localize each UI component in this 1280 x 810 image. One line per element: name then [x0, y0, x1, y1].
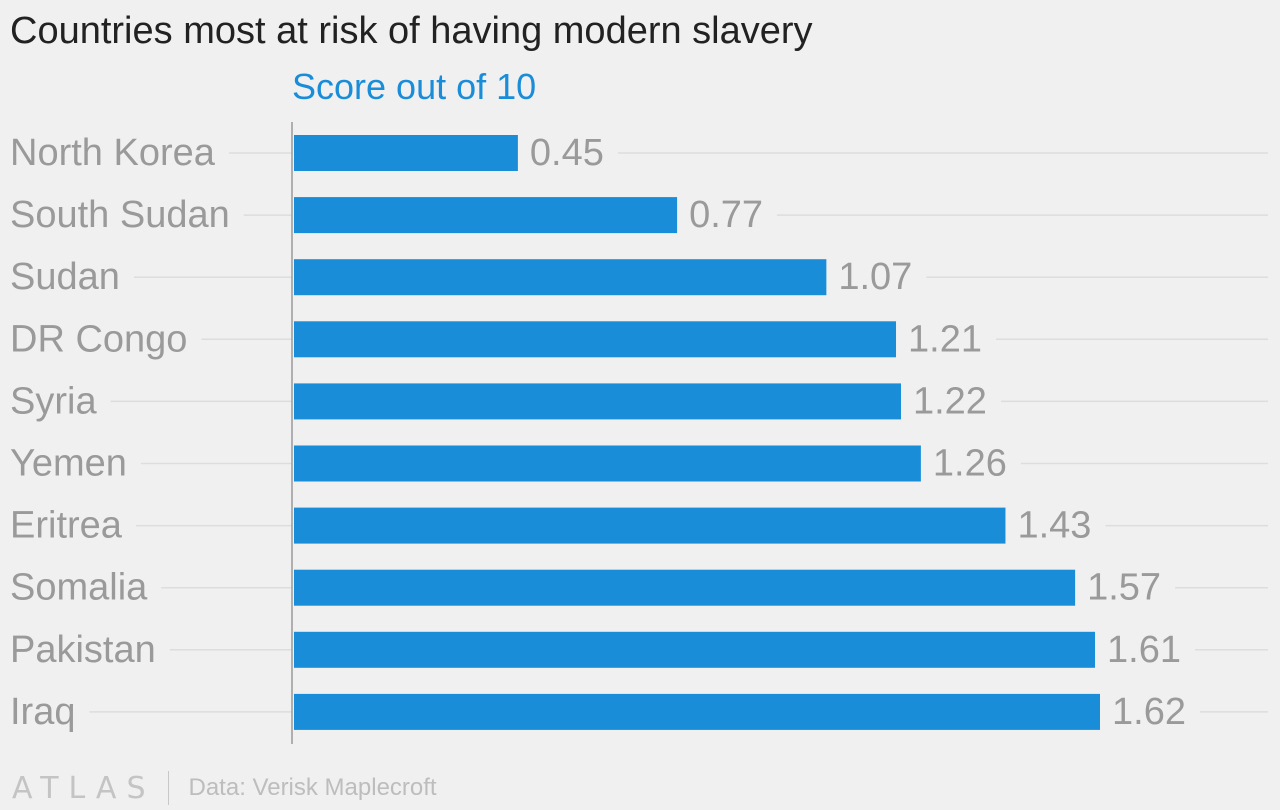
value-label: 0.77 — [689, 194, 763, 236]
bar — [294, 321, 897, 358]
value-label: 0.45 — [530, 132, 604, 174]
bar — [294, 445, 921, 482]
category-label: Sudan — [10, 256, 120, 298]
category-label: Syria — [10, 380, 97, 422]
bar — [294, 383, 901, 420]
category-label: Iraq — [10, 691, 75, 733]
atlas-logo: ATLAS — [12, 770, 156, 806]
category-labels: North Korea South Sudan Sudan DR Congo Syria… — [10, 132, 230, 733]
value-label: 1.07 — [838, 256, 912, 298]
gridlines — [89, 152, 1268, 713]
bar — [294, 693, 1100, 730]
category-label: South Sudan — [10, 194, 230, 236]
category-label: Eritrea — [10, 505, 123, 547]
value-labels: 0.45 0.77 1.07 1.21 1.22 1.261.43 1.57 1.61 1.62 — [530, 132, 1186, 733]
category-label: Somalia — [10, 567, 148, 609]
bars — [294, 135, 1100, 730]
axis-subtitle: Score out of 10 — [292, 66, 537, 107]
value-label: 1.26 — [933, 443, 1007, 485]
bar-chart: North Korea South Sudan Sudan DR Congo Syria… — [10, 122, 1268, 744]
value-label: 1.43 — [1017, 505, 1091, 547]
category-label: Pakistan — [10, 629, 156, 671]
value-label: 1.22 — [913, 380, 987, 422]
bar — [294, 569, 1076, 606]
chart-title: Countries most at risk of having modern … — [10, 10, 813, 52]
category-label: DR Congo — [10, 318, 187, 360]
value-label: 1.61 — [1107, 629, 1181, 671]
value-label: 1.57 — [1087, 567, 1161, 609]
bar — [294, 259, 827, 296]
footer: ATLAS Data: Verisk Maplecroft — [12, 770, 437, 806]
bar — [294, 631, 1096, 668]
value-label: 1.21 — [908, 318, 982, 360]
bar — [294, 135, 518, 171]
category-label: North Korea — [10, 132, 216, 174]
category-label: Yemen — [10, 443, 127, 485]
footer-divider — [167, 771, 169, 805]
bar — [294, 197, 678, 234]
bar — [294, 507, 1006, 544]
value-label: 1.62 — [1112, 691, 1186, 733]
source-text: Data: Verisk Maplecroft — [188, 774, 437, 801]
